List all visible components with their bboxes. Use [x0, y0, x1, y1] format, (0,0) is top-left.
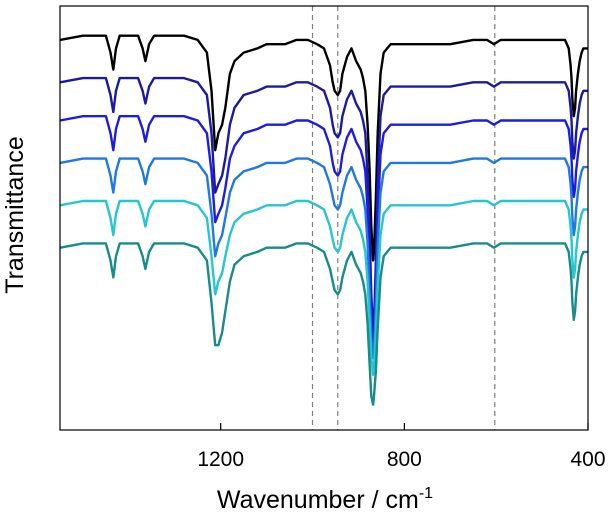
x-axis-title-superscript: -1 [419, 485, 433, 502]
series-3-line [59, 114, 588, 347]
series-6-line [59, 242, 588, 406]
reference-lines [311, 6, 496, 430]
x-tick-label-400: 400 [570, 448, 605, 471]
x-axis-title: Wavenumber / cm-1 [217, 485, 433, 514]
series-2-line [59, 76, 588, 334]
x-axis-ticks [220, 423, 589, 430]
y-axis-title: Transmittance [1, 136, 29, 293]
series-5-line [59, 199, 588, 377]
x-axis-title-main: Wavenumber / cm [217, 486, 419, 514]
x-tick-label-1200: 1200 [197, 448, 244, 471]
series-4-line [59, 157, 588, 360]
plot-frame [59, 5, 589, 431]
series-layer [59, 34, 588, 406]
series-1-line [59, 34, 588, 262]
x-tick-label-800: 800 [387, 448, 422, 471]
